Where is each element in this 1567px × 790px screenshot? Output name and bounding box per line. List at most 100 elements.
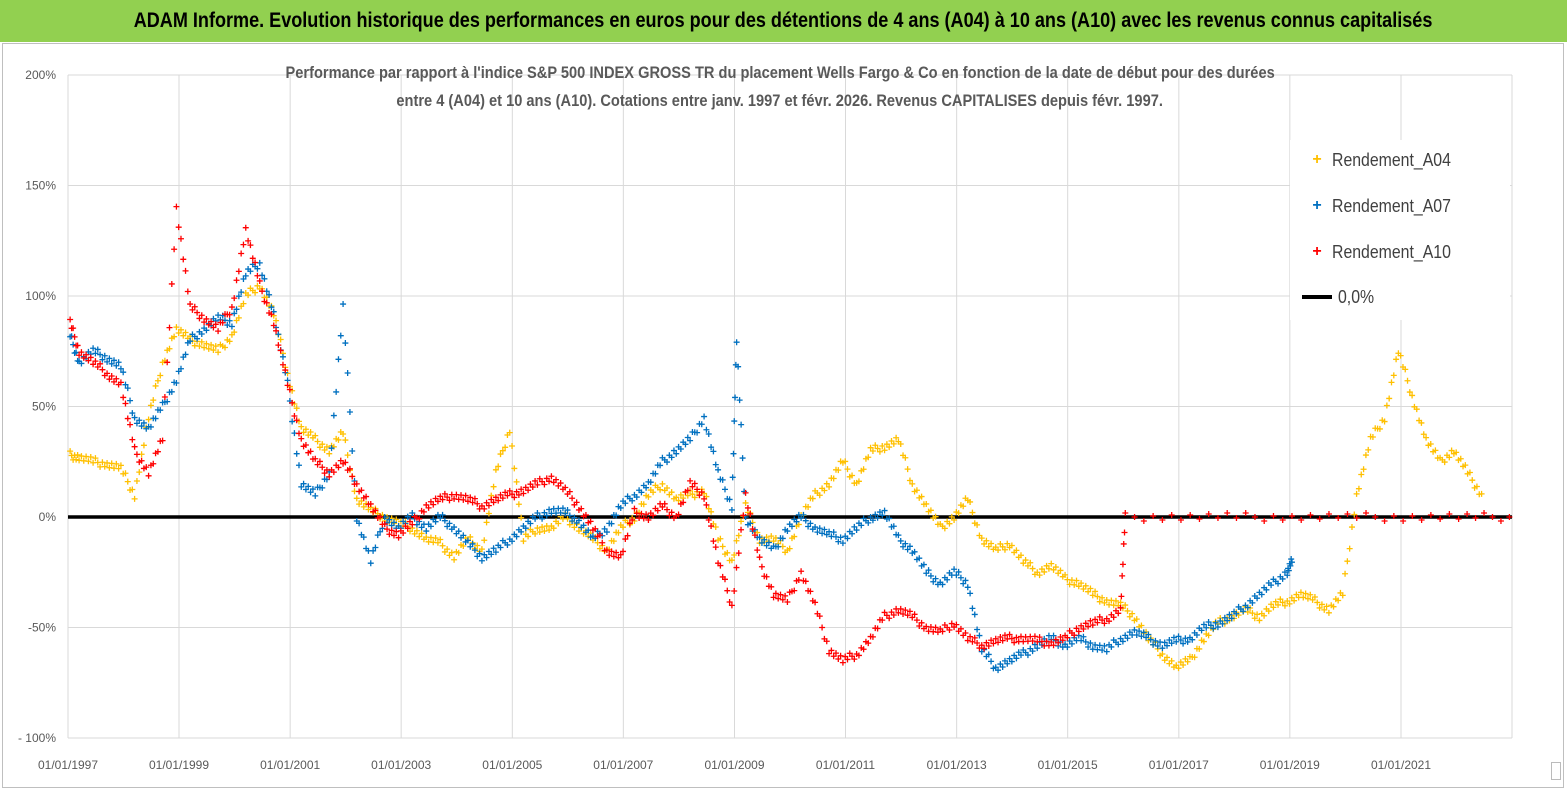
- series-a07-point: [622, 500, 629, 507]
- series-a07-point: [469, 540, 476, 547]
- series-a07-point: [1279, 575, 1286, 582]
- series-a10-point: [254, 272, 261, 279]
- series-a10-point: [367, 500, 374, 507]
- series-a04-point: [946, 520, 953, 527]
- series-a07-point: [1212, 619, 1219, 626]
- series-a04-point: [1008, 542, 1015, 549]
- series-a04-point: [140, 442, 147, 449]
- series-a07-point: [902, 540, 909, 547]
- series-a10-point: [1075, 628, 1082, 635]
- series-a07-point: [821, 526, 828, 533]
- series-a07-point: [985, 651, 992, 658]
- series-a07-point: [812, 524, 819, 531]
- series-a04-point: [1409, 392, 1416, 399]
- series-a10-point: [210, 324, 217, 331]
- series-a10-point: [164, 359, 171, 366]
- series-a04-point: [717, 535, 724, 542]
- series-a07-point: [1175, 633, 1182, 640]
- series-a10-point: [1001, 632, 1008, 639]
- series-a07-point: [879, 512, 886, 519]
- series-a04-point: [129, 486, 136, 493]
- series-a07-point: [110, 357, 117, 364]
- series-a07-point: [476, 550, 483, 557]
- series-a10-point: [1064, 634, 1071, 641]
- series-a04-point: [136, 469, 143, 476]
- series-a10-point: [1335, 515, 1342, 521]
- series-a10-point: [312, 455, 319, 462]
- series-a04-point: [969, 509, 976, 516]
- series-a04-point: [650, 489, 657, 496]
- series-a10-point: [1118, 593, 1125, 600]
- resize-handle-icon[interactable]: [1551, 762, 1561, 780]
- series-a10-point: [844, 656, 851, 663]
- series-a07-point: [684, 434, 691, 441]
- series-a07-point: [328, 445, 335, 452]
- series-a10-point: [684, 487, 691, 494]
- series-a04-point: [823, 480, 830, 487]
- series-a10-point: [1400, 518, 1407, 524]
- series-a04-point: [483, 519, 490, 526]
- series-a10-point: [316, 458, 323, 465]
- series-a04-point: [826, 483, 833, 490]
- series-a04-point: [342, 437, 349, 444]
- series-a07-point: [133, 420, 140, 427]
- series-a04-point: [564, 515, 571, 522]
- series-a04-point: [1344, 558, 1351, 565]
- series-a10-point: [855, 652, 862, 659]
- series-a10-point: [245, 237, 252, 244]
- series-a10-point: [828, 647, 835, 654]
- series-a10-point: [1390, 513, 1397, 519]
- series-a07-point: [613, 512, 620, 519]
- series-a07-point: [976, 632, 983, 639]
- series-a07-point: [925, 567, 932, 574]
- series-a07-point: [895, 532, 902, 539]
- series-a04-point: [1099, 594, 1106, 601]
- series-a07-point: [164, 398, 171, 405]
- legend-item-a07: + Rendement_A07: [1302, 194, 1467, 218]
- series-a07-point: [104, 358, 111, 365]
- series-a04-point: [506, 429, 513, 436]
- series-a04-point: [467, 533, 474, 540]
- series-a10-point: [201, 319, 208, 326]
- series-a10-point: [724, 587, 731, 594]
- series-a07-point: [603, 529, 610, 536]
- series-a10-point: [562, 484, 569, 491]
- series-a04-point: [941, 525, 948, 532]
- series-a07-point: [677, 446, 684, 453]
- series-a10-point: [67, 316, 74, 323]
- series-a10-point: [1080, 626, 1087, 633]
- series-a07-point: [647, 479, 654, 486]
- series-a04-point: [1184, 658, 1191, 665]
- series-a07-point: [673, 450, 680, 457]
- series-a10-point: [1106, 618, 1113, 625]
- series-a10-point: [446, 497, 453, 504]
- series-a04-point: [1080, 585, 1087, 592]
- series-a10-point: [122, 400, 129, 407]
- series-a10-point: [1087, 617, 1094, 624]
- series-a04-point: [485, 510, 492, 517]
- series-a07-point: [733, 339, 740, 346]
- series-a10-point: [481, 505, 488, 512]
- series-a04-point: [948, 513, 955, 520]
- series-a07-point: [643, 484, 650, 491]
- series-a10-point: [289, 399, 296, 406]
- series-a07-point: [726, 496, 733, 503]
- series-a04-point: [1168, 657, 1175, 664]
- series-a07-point: [969, 605, 976, 612]
- series-a10-point: [995, 639, 1002, 646]
- legend-label: Rendement_A07: [1332, 195, 1451, 216]
- series-a04-point: [474, 542, 481, 549]
- series-a10-point: [798, 568, 805, 575]
- series-a04-point: [1164, 654, 1171, 661]
- series-a10-point: [758, 563, 765, 570]
- series-a07-point: [953, 572, 960, 579]
- series-a10-point: [129, 436, 136, 443]
- series-a07-point: [242, 272, 249, 279]
- legend-item-zero-line: 0,0%: [1302, 285, 1379, 309]
- series-a07-point: [1029, 648, 1036, 655]
- series-a04-point: [830, 475, 837, 482]
- series-a10-point: [703, 501, 710, 508]
- series-a07-point: [739, 455, 746, 462]
- series-a04-point: [152, 382, 159, 389]
- series-a07-point: [1068, 640, 1075, 647]
